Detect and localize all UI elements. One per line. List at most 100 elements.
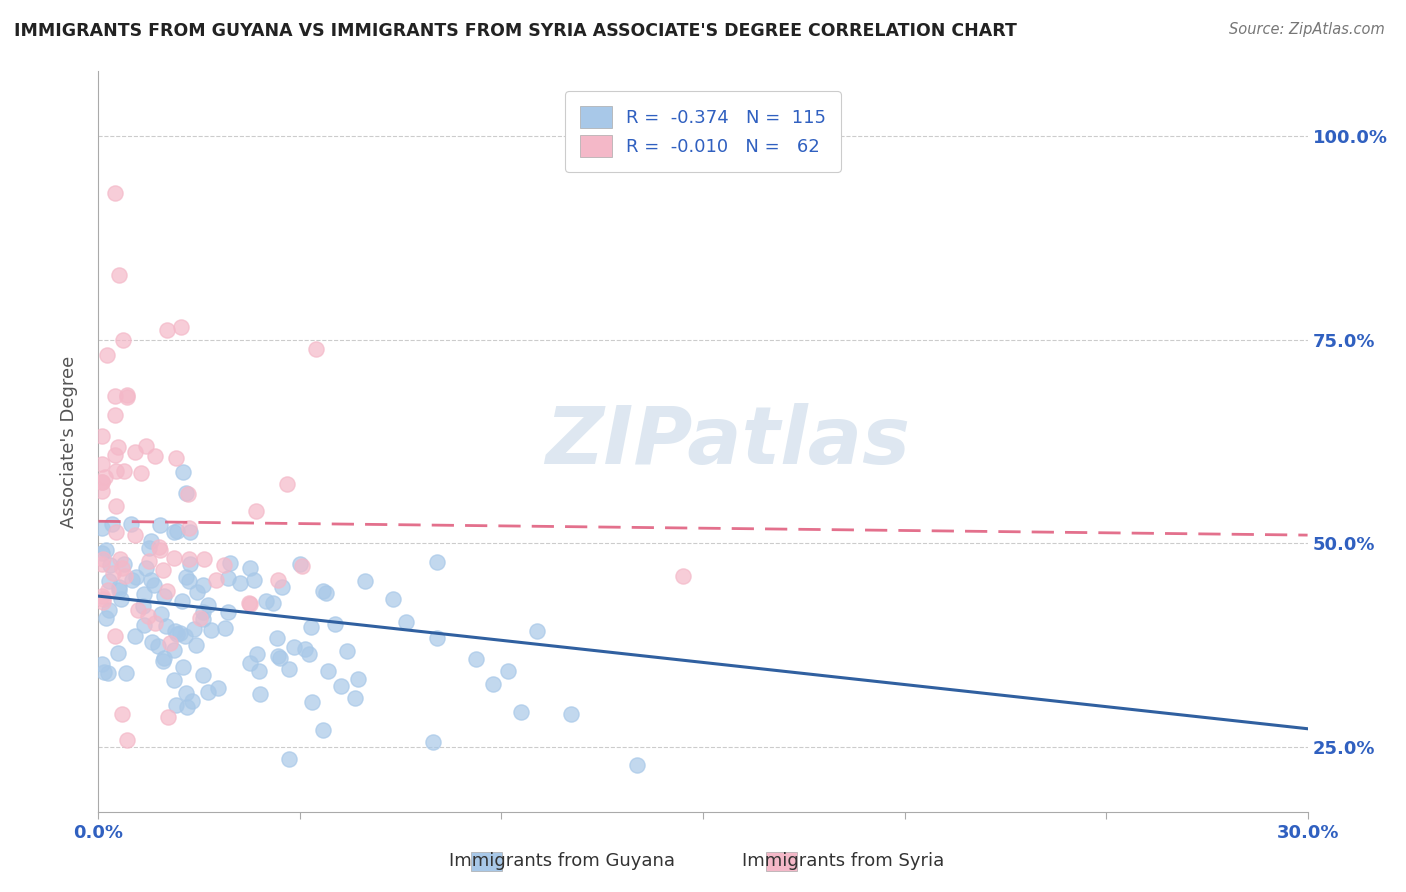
Point [94, 543, 117, 558]
Point [465, 652, 488, 666]
Point [191, 578, 214, 592]
Point [143, 450, 166, 464]
Point [163, 551, 186, 566]
Point [136, 608, 159, 623]
Point [93, 665, 115, 679]
Point [121, 573, 143, 587]
Point [124, 445, 146, 459]
Point [165, 624, 187, 638]
Point [181, 694, 204, 708]
Point [152, 650, 174, 665]
Point [149, 607, 172, 622]
Point [174, 686, 197, 700]
Point [132, 586, 155, 600]
Point [111, 707, 134, 722]
Point [186, 585, 208, 599]
Point [191, 612, 214, 626]
Point [114, 569, 136, 583]
Point [672, 568, 695, 582]
Point [247, 664, 270, 678]
Point [107, 646, 129, 660]
Point [91, 457, 114, 471]
Point [104, 464, 127, 478]
Point [115, 390, 138, 404]
Point [179, 524, 201, 539]
Point [96, 348, 118, 362]
Point [139, 573, 162, 587]
Point [174, 486, 197, 500]
Point [93, 470, 115, 484]
Point [104, 629, 127, 643]
Point [107, 583, 129, 598]
Point [105, 524, 128, 539]
Point [422, 735, 444, 749]
Point [104, 448, 127, 462]
Point [155, 619, 177, 633]
Point [103, 186, 125, 201]
Point [152, 654, 174, 668]
Point [112, 557, 135, 571]
Point [246, 647, 269, 661]
Point [323, 616, 346, 631]
Point [219, 556, 242, 570]
Point [395, 615, 418, 629]
Point [91, 475, 114, 489]
Point [135, 561, 157, 575]
Point [299, 620, 322, 634]
Point [212, 558, 235, 572]
Point [271, 580, 294, 594]
Point [107, 440, 129, 454]
Point [110, 591, 132, 606]
Point [262, 596, 284, 610]
Point [139, 533, 162, 548]
Point [91, 557, 114, 571]
Point [353, 574, 375, 589]
Point [176, 700, 198, 714]
Point [243, 573, 266, 587]
Point [330, 679, 353, 693]
Point [146, 639, 169, 653]
Point [301, 695, 323, 709]
Point [229, 575, 252, 590]
Point [131, 599, 153, 613]
Point [152, 563, 174, 577]
Point [193, 552, 215, 566]
Point [217, 571, 239, 585]
Point [626, 758, 648, 772]
Point [238, 561, 260, 575]
Point [143, 615, 166, 630]
Point [288, 557, 311, 571]
Point [91, 591, 114, 606]
Point [124, 527, 146, 541]
Point [239, 597, 262, 611]
Point [245, 504, 267, 518]
Point [112, 464, 135, 478]
Point [238, 596, 260, 610]
Point [104, 389, 127, 403]
Point [120, 517, 142, 532]
Point [179, 557, 201, 571]
Point [131, 467, 153, 481]
Point [256, 593, 278, 607]
Point [91, 429, 114, 443]
Point [188, 611, 211, 625]
Point [103, 566, 125, 581]
Point [107, 268, 129, 282]
Point [526, 624, 548, 638]
Point [205, 573, 228, 587]
Point [96, 611, 118, 625]
Point [239, 656, 262, 670]
Point [91, 483, 114, 498]
Point [165, 450, 187, 465]
Point [207, 681, 229, 695]
Point [278, 752, 301, 766]
Point [97, 603, 120, 617]
Point [177, 486, 200, 500]
Point [108, 551, 131, 566]
Point [124, 629, 146, 643]
Point [108, 580, 131, 594]
Point [97, 583, 120, 598]
Point [156, 323, 179, 337]
Point [138, 541, 160, 556]
Point [170, 320, 193, 334]
